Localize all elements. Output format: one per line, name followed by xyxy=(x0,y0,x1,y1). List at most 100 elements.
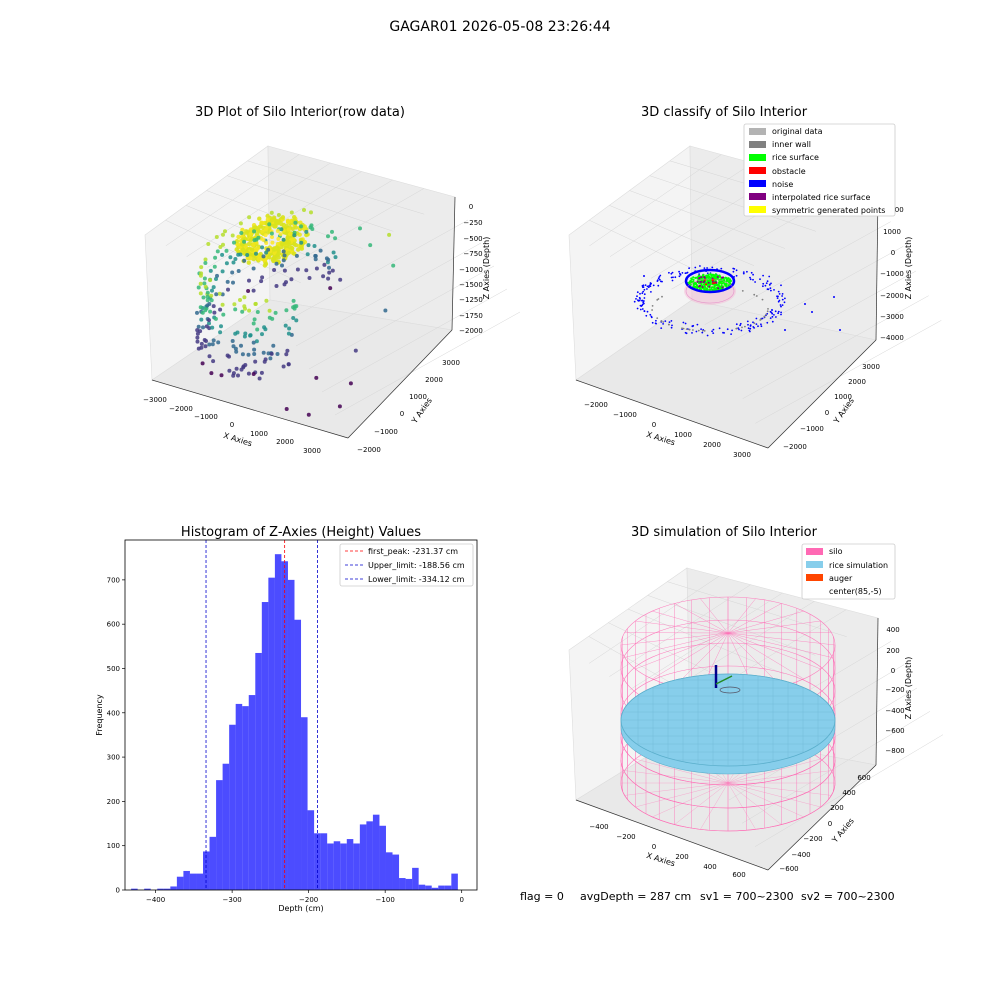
legend-simulation: silo rice simulation auger center(85,-5) xyxy=(801,543,896,600)
data-point xyxy=(221,312,226,317)
y-tick-label: 0 xyxy=(828,820,832,828)
data-point xyxy=(280,215,286,220)
noise-point xyxy=(711,266,714,269)
histogram-bar xyxy=(261,602,269,890)
noise-point xyxy=(781,295,783,297)
noise-point xyxy=(706,272,709,275)
data-point xyxy=(220,252,225,257)
histogram-bar xyxy=(144,888,151,890)
data-point xyxy=(293,242,299,248)
data-point xyxy=(231,280,235,285)
interpolated-point xyxy=(700,276,703,279)
noise-point xyxy=(639,292,641,295)
data-point xyxy=(220,269,225,274)
data-point xyxy=(299,240,304,245)
x-axis-label: X Axies xyxy=(645,851,676,868)
silo-floor-wire xyxy=(727,782,821,808)
noise-point xyxy=(670,320,673,322)
data-point xyxy=(267,315,272,320)
data-point xyxy=(287,326,292,331)
rice-surface-point xyxy=(723,282,726,286)
data-point xyxy=(289,277,294,282)
interpolated-point xyxy=(701,286,704,288)
data-point xyxy=(272,268,277,272)
histogram-bar xyxy=(222,763,230,890)
histogram-bar xyxy=(333,841,341,890)
data-point xyxy=(236,252,241,257)
rice-surface-point xyxy=(696,287,699,290)
histogram-bar xyxy=(418,884,426,890)
noise-point xyxy=(752,278,754,281)
data-point xyxy=(276,213,281,217)
noise-point xyxy=(780,313,782,316)
data-point xyxy=(196,346,201,351)
data-point xyxy=(220,302,225,307)
inner-wall-point xyxy=(667,323,670,326)
noise-point xyxy=(773,289,775,291)
data-point xyxy=(198,305,203,310)
data-point xyxy=(333,236,338,241)
silo-floor-wire xyxy=(727,782,804,818)
data-point xyxy=(251,340,256,345)
silo-floor-wire xyxy=(727,758,821,784)
noise-point xyxy=(699,265,701,267)
silo-roof-wire xyxy=(727,632,832,658)
z-tick-label: −4000 xyxy=(880,334,904,342)
rice-surface-point xyxy=(703,288,706,291)
data-point xyxy=(261,254,266,259)
data-point xyxy=(285,218,291,223)
data-point xyxy=(208,309,213,314)
noise-point xyxy=(768,275,771,278)
data-point xyxy=(275,352,280,356)
rice-surface-point xyxy=(707,275,711,278)
data-point xyxy=(261,350,266,355)
data-point xyxy=(281,249,286,254)
data-point xyxy=(215,273,219,278)
noise-point xyxy=(752,273,754,276)
obstacle-point xyxy=(712,282,714,285)
rice-surface-point xyxy=(710,286,713,289)
data-point xyxy=(275,229,280,233)
noise-point xyxy=(780,305,782,308)
x-tick-label: −400 xyxy=(146,896,165,904)
data-point xyxy=(251,288,256,293)
y-tick-label: −2000 xyxy=(357,446,381,454)
noise-point xyxy=(774,310,777,313)
data-point xyxy=(201,295,206,300)
legend-label: auger xyxy=(829,574,853,583)
silo-roof-wire xyxy=(652,632,729,680)
data-point xyxy=(205,290,210,295)
data-point xyxy=(266,247,271,252)
data-point xyxy=(267,255,272,260)
histogram-bar xyxy=(176,876,184,890)
noise-point xyxy=(780,284,782,287)
data-point xyxy=(206,242,211,246)
interpolated-point xyxy=(698,277,700,280)
rice-surface-point xyxy=(718,282,721,285)
data-point xyxy=(208,278,213,283)
data-point xyxy=(205,298,210,303)
noise-point xyxy=(749,327,752,330)
data-point xyxy=(251,321,256,326)
noise-point xyxy=(770,289,772,292)
data-point xyxy=(207,354,212,359)
data-point xyxy=(216,340,221,345)
data-point xyxy=(353,348,358,353)
surface-rim xyxy=(684,268,736,294)
noise-point xyxy=(657,277,660,280)
legend-label: obstacle xyxy=(772,167,806,176)
z-tick-label: −1000 xyxy=(880,270,904,278)
legend-swatch xyxy=(806,548,823,555)
inner-wall-point xyxy=(767,308,769,310)
data-point xyxy=(337,404,342,409)
data-point xyxy=(271,343,276,348)
data-point xyxy=(212,310,217,315)
z-tick-label: −1000 xyxy=(459,266,483,274)
inner-wall-point xyxy=(755,295,758,297)
noise-point xyxy=(646,288,648,290)
data-point xyxy=(218,307,223,312)
noise-point xyxy=(839,329,841,331)
obstacle-point xyxy=(713,282,716,284)
z-tick-label: 400 xyxy=(886,626,899,634)
noise-point xyxy=(771,309,773,311)
